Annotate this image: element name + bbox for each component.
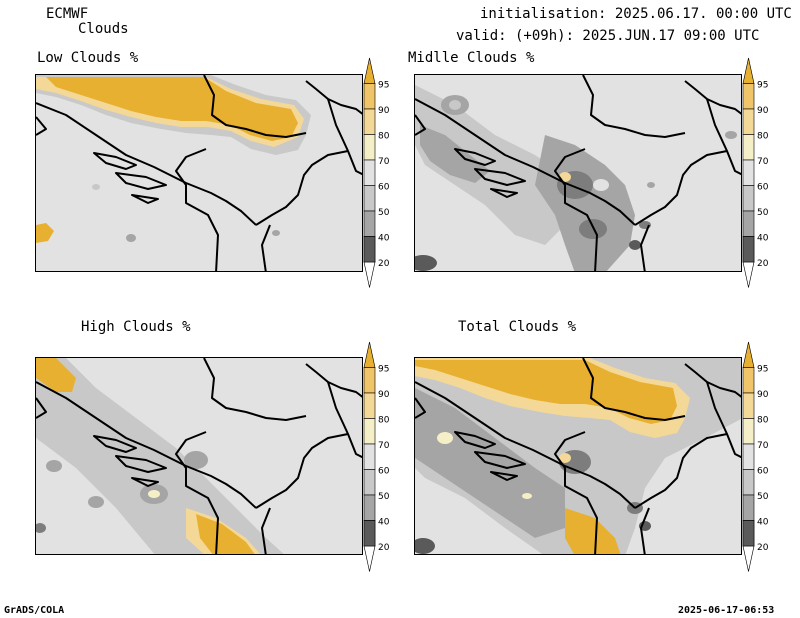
colorbar-tick-label: 95 <box>378 81 389 91</box>
colorbar-swatch <box>742 469 755 496</box>
colorbar-tick-label: 90 <box>378 106 390 116</box>
colorbar-high: 95 90 80 70 60 50 40 20 <box>362 340 402 576</box>
colorbar-tick-label: 70 <box>757 157 769 167</box>
colorbar-swatch <box>742 108 755 135</box>
model-name: ECMWF <box>46 6 89 22</box>
colorbar-tick-label: 50 <box>757 208 769 218</box>
colorbar-swatch <box>363 210 376 237</box>
colorbar-tick-label: 70 <box>757 441 769 451</box>
colorbar-swatch <box>742 494 755 521</box>
colorbar-bottom-arrow <box>742 545 755 572</box>
colorbar-middle: 95 90 80 70 60 50 40 20 <box>741 56 781 292</box>
colorbar-tick-label: 80 <box>378 416 390 426</box>
colorbar-swatch <box>742 236 755 263</box>
colorbar-tick-label: 95 <box>378 365 389 375</box>
colorbar-swatch <box>363 469 376 496</box>
colorbar-swatch <box>363 494 376 521</box>
colorbar-top-arrow <box>742 57 755 84</box>
low-clouds-title: Low Clouds % <box>37 50 139 66</box>
colorbar-tick-label: 95 <box>757 81 768 91</box>
colorbar-swatch <box>742 392 755 419</box>
colorbar-swatch <box>363 185 376 212</box>
colorbar-tick-label: 20 <box>757 259 769 269</box>
colorbar-swatch <box>363 443 376 470</box>
colorbar-total: 95 90 80 70 60 50 40 20 <box>741 340 781 576</box>
footer-timestamp: 2025-06-17-06:53 <box>678 605 775 616</box>
colorbar-swatch <box>363 367 376 394</box>
colorbar-tick-label: 40 <box>757 518 769 528</box>
colorbar-top-arrow <box>363 57 376 84</box>
colorbar-bottom-arrow <box>742 261 755 288</box>
colorbar-tick-label: 60 <box>378 467 390 477</box>
high-clouds-title: High Clouds % <box>81 319 191 335</box>
middle-clouds-map <box>414 74 742 272</box>
colorbar-tick-label: 80 <box>378 132 390 142</box>
colorbar-tick-label: 20 <box>757 543 769 553</box>
total-clouds-title: Total Clouds % <box>458 319 577 335</box>
colorbar-swatch <box>742 83 755 110</box>
colorbar-tick-label: 50 <box>378 492 390 502</box>
colorbar-swatch <box>363 159 376 186</box>
colorbar-tick-label: 70 <box>378 157 390 167</box>
colorbar-swatch <box>363 392 376 419</box>
colorbar-swatch <box>742 367 755 394</box>
colorbar-swatch <box>742 159 755 186</box>
colorbar-bottom-arrow <box>363 261 376 288</box>
colorbar-low: 95 90 80 70 60 50 40 20 <box>362 56 402 292</box>
colorbar-swatch <box>742 185 755 212</box>
colorbar-swatch <box>363 108 376 135</box>
colorbar-swatch <box>363 520 376 547</box>
colorbar-tick-label: 50 <box>757 492 769 502</box>
colorbar-tick-label: 95 <box>757 365 768 375</box>
colorbar-swatch <box>742 210 755 237</box>
colorbar-tick-label: 60 <box>757 467 769 477</box>
colorbar-tick-label: 40 <box>378 518 390 528</box>
field-name: Clouds <box>78 21 129 37</box>
init-time: initialisation: 2025.06.17. 00:00 UTC <box>480 6 792 22</box>
colorbar-tick-label: 90 <box>757 106 769 116</box>
colorbar-swatch <box>363 134 376 161</box>
colorbar-tick-label: 50 <box>378 208 390 218</box>
colorbar-tick-label: 60 <box>757 183 769 193</box>
valid-time: valid: (+09h): 2025.JUN.17 09:00 UTC <box>456 28 760 44</box>
colorbar-swatch <box>742 443 755 470</box>
colorbar-tick-label: 40 <box>757 234 769 244</box>
high-clouds-map <box>35 357 363 555</box>
colorbar-tick-label: 60 <box>378 183 390 193</box>
colorbar-tick-label: 80 <box>757 132 769 142</box>
colorbar-swatch <box>742 418 755 445</box>
colorbar-swatch <box>742 520 755 547</box>
colorbar-swatch <box>363 418 376 445</box>
colorbar-tick-label: 90 <box>378 390 390 400</box>
colorbar-top-arrow <box>742 341 755 368</box>
colorbar-swatch <box>363 83 376 110</box>
colorbar-tick-label: 20 <box>378 543 390 553</box>
middle-clouds-title: Midlle Clouds % <box>408 50 535 66</box>
colorbar-tick-label: 20 <box>378 259 390 269</box>
colorbar-tick-label: 90 <box>757 390 769 400</box>
colorbar-tick-label: 40 <box>378 234 390 244</box>
colorbar-swatch <box>742 134 755 161</box>
colorbar-tick-label: 80 <box>757 416 769 426</box>
colorbar-tick-label: 70 <box>378 441 390 451</box>
colorbar-swatch <box>363 236 376 263</box>
footer-software: GrADS/COLA <box>4 605 65 616</box>
colorbar-top-arrow <box>363 341 376 368</box>
total-clouds-map <box>414 357 742 555</box>
colorbar-bottom-arrow <box>363 545 376 572</box>
low-clouds-map <box>35 74 363 272</box>
